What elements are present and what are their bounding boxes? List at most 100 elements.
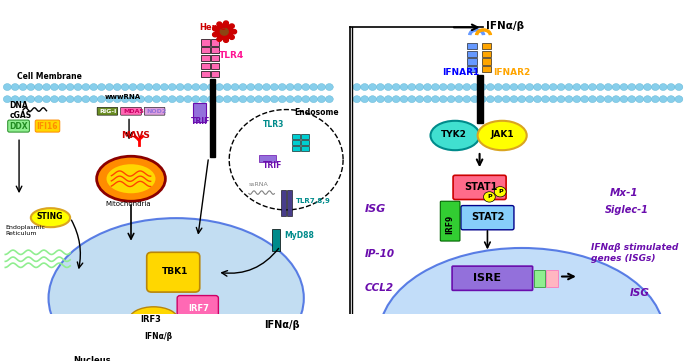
Bar [201,71,209,77]
Circle shape [510,84,518,91]
Circle shape [494,187,506,197]
Circle shape [137,84,145,91]
Circle shape [447,96,455,103]
Text: CCL2: CCL2 [365,283,394,293]
Circle shape [11,84,19,91]
Circle shape [216,96,223,103]
Circle shape [90,84,97,91]
Circle shape [153,96,160,103]
Text: ISG: ISG [630,288,650,297]
Circle shape [533,84,541,91]
FancyBboxPatch shape [461,205,514,230]
Text: wwwRNA: wwwRNA [104,94,141,100]
Circle shape [27,84,35,91]
Circle shape [217,22,222,26]
Circle shape [377,96,384,103]
Circle shape [82,84,90,91]
Circle shape [262,84,270,91]
Circle shape [557,96,565,103]
Circle shape [377,84,384,91]
Circle shape [213,32,218,37]
Bar [211,55,219,61]
Circle shape [279,96,286,103]
Circle shape [447,84,455,91]
Circle shape [557,84,565,91]
Bar [201,55,209,61]
Ellipse shape [430,121,480,150]
Bar [209,79,216,157]
Bar [193,330,206,344]
Circle shape [431,84,440,91]
Circle shape [440,96,447,103]
Circle shape [518,96,526,103]
Bar [301,146,309,151]
Circle shape [286,84,294,91]
Circle shape [479,84,486,91]
Text: IFI16: IFI16 [36,122,58,131]
Text: MyD88: MyD88 [284,231,314,240]
FancyBboxPatch shape [120,107,141,115]
Text: Cell Membrane: Cell Membrane [17,72,82,81]
Bar [201,47,209,53]
Circle shape [90,96,97,103]
FancyBboxPatch shape [147,252,200,292]
Text: IRF9: IRF9 [445,215,454,234]
Circle shape [550,96,557,103]
Circle shape [223,38,228,42]
Circle shape [416,96,423,103]
Ellipse shape [31,208,70,227]
Bar [467,58,477,65]
Ellipse shape [48,218,304,361]
Circle shape [667,96,675,103]
Text: STAT1: STAT1 [464,182,497,192]
Circle shape [279,84,286,91]
Circle shape [223,84,231,91]
Circle shape [400,96,408,103]
Bar [259,155,276,162]
Bar [211,39,219,45]
FancyBboxPatch shape [135,329,192,345]
Text: Mx-1: Mx-1 [610,188,639,198]
Circle shape [19,84,27,91]
Ellipse shape [97,156,165,201]
Circle shape [541,84,550,91]
Circle shape [392,84,400,91]
Bar [211,71,219,77]
Text: TLR7,8,9: TLR7,8,9 [296,198,331,204]
Circle shape [97,84,106,91]
Circle shape [160,96,168,103]
Circle shape [97,96,106,103]
Circle shape [309,96,318,103]
Circle shape [168,84,176,91]
Circle shape [153,84,160,91]
Circle shape [184,84,192,91]
Text: TLR3: TLR3 [262,120,284,129]
Circle shape [160,84,168,91]
Circle shape [192,96,199,103]
Circle shape [129,84,137,91]
Circle shape [470,84,479,91]
Circle shape [168,96,176,103]
Circle shape [216,24,233,39]
Circle shape [533,96,541,103]
Text: MDA5: MDA5 [123,109,144,114]
Bar [477,75,482,122]
Circle shape [652,84,659,91]
Circle shape [502,84,510,91]
FancyBboxPatch shape [177,296,218,325]
Text: IP-10: IP-10 [365,249,395,258]
Circle shape [145,84,153,91]
Circle shape [50,96,58,103]
Circle shape [486,96,494,103]
Circle shape [294,84,302,91]
Ellipse shape [379,248,664,361]
FancyBboxPatch shape [452,266,533,290]
Circle shape [659,84,667,91]
Circle shape [145,96,153,103]
Ellipse shape [106,163,157,194]
Circle shape [581,84,589,91]
Circle shape [213,27,218,31]
Circle shape [604,84,612,91]
Bar [292,146,300,151]
Text: IFNα/β: IFNα/β [486,21,524,31]
